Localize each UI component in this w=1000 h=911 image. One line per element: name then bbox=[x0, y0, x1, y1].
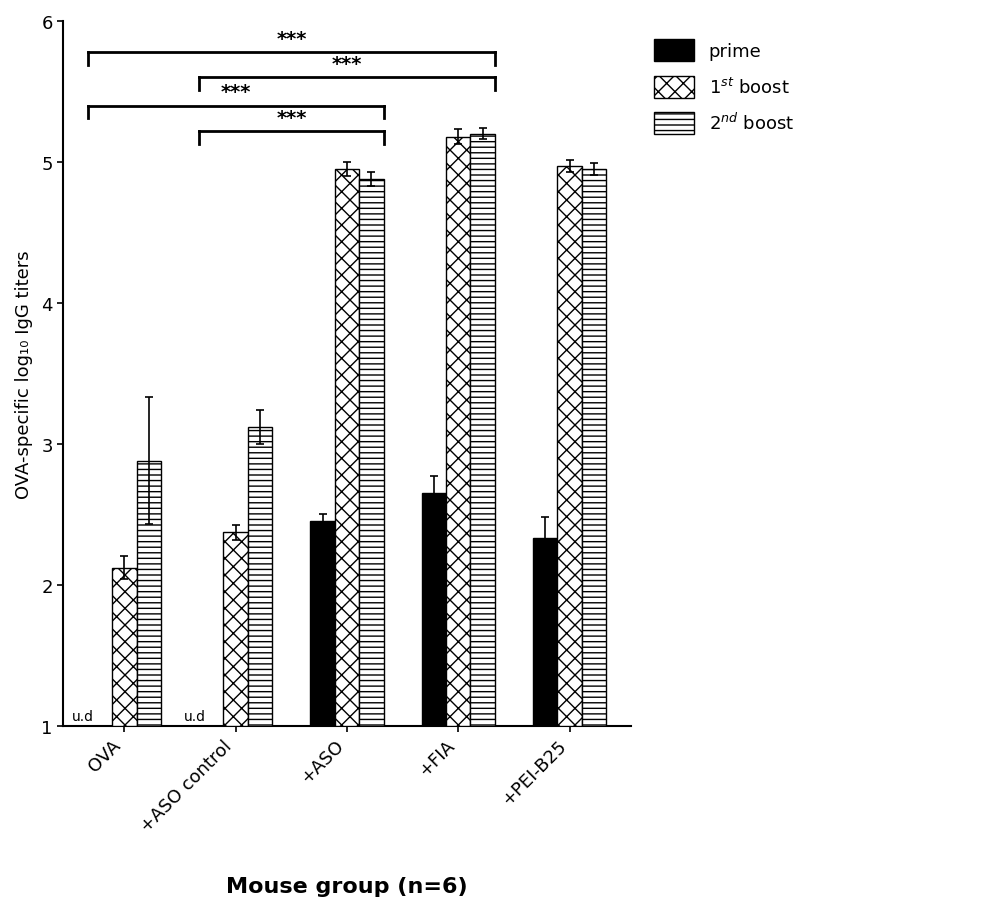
Text: u.d: u.d bbox=[72, 709, 94, 723]
Bar bbox=[223, 533, 248, 726]
Bar bbox=[310, 522, 335, 726]
Text: ***: *** bbox=[332, 55, 362, 74]
Bar bbox=[422, 494, 446, 726]
Bar bbox=[359, 179, 384, 726]
Y-axis label: OVA-specific log₁₀ IgG titers: OVA-specific log₁₀ IgG titers bbox=[15, 250, 33, 498]
Text: u.d: u.d bbox=[183, 709, 205, 723]
Text: ***: *** bbox=[276, 108, 307, 128]
X-axis label: Mouse group (n=6): Mouse group (n=6) bbox=[226, 876, 468, 896]
Text: ***: *** bbox=[221, 83, 251, 102]
Text: ***: *** bbox=[276, 30, 307, 48]
Bar bbox=[446, 138, 470, 726]
Bar bbox=[112, 568, 137, 726]
Bar bbox=[533, 538, 557, 726]
Bar bbox=[248, 427, 272, 726]
Legend: prime, 1$^{st}$ boost, 2$^{nd}$ boost: prime, 1$^{st}$ boost, 2$^{nd}$ boost bbox=[645, 31, 803, 144]
Bar bbox=[137, 461, 161, 726]
Bar bbox=[557, 167, 582, 726]
Bar bbox=[470, 135, 495, 726]
Bar bbox=[335, 169, 359, 726]
Bar bbox=[582, 169, 606, 726]
